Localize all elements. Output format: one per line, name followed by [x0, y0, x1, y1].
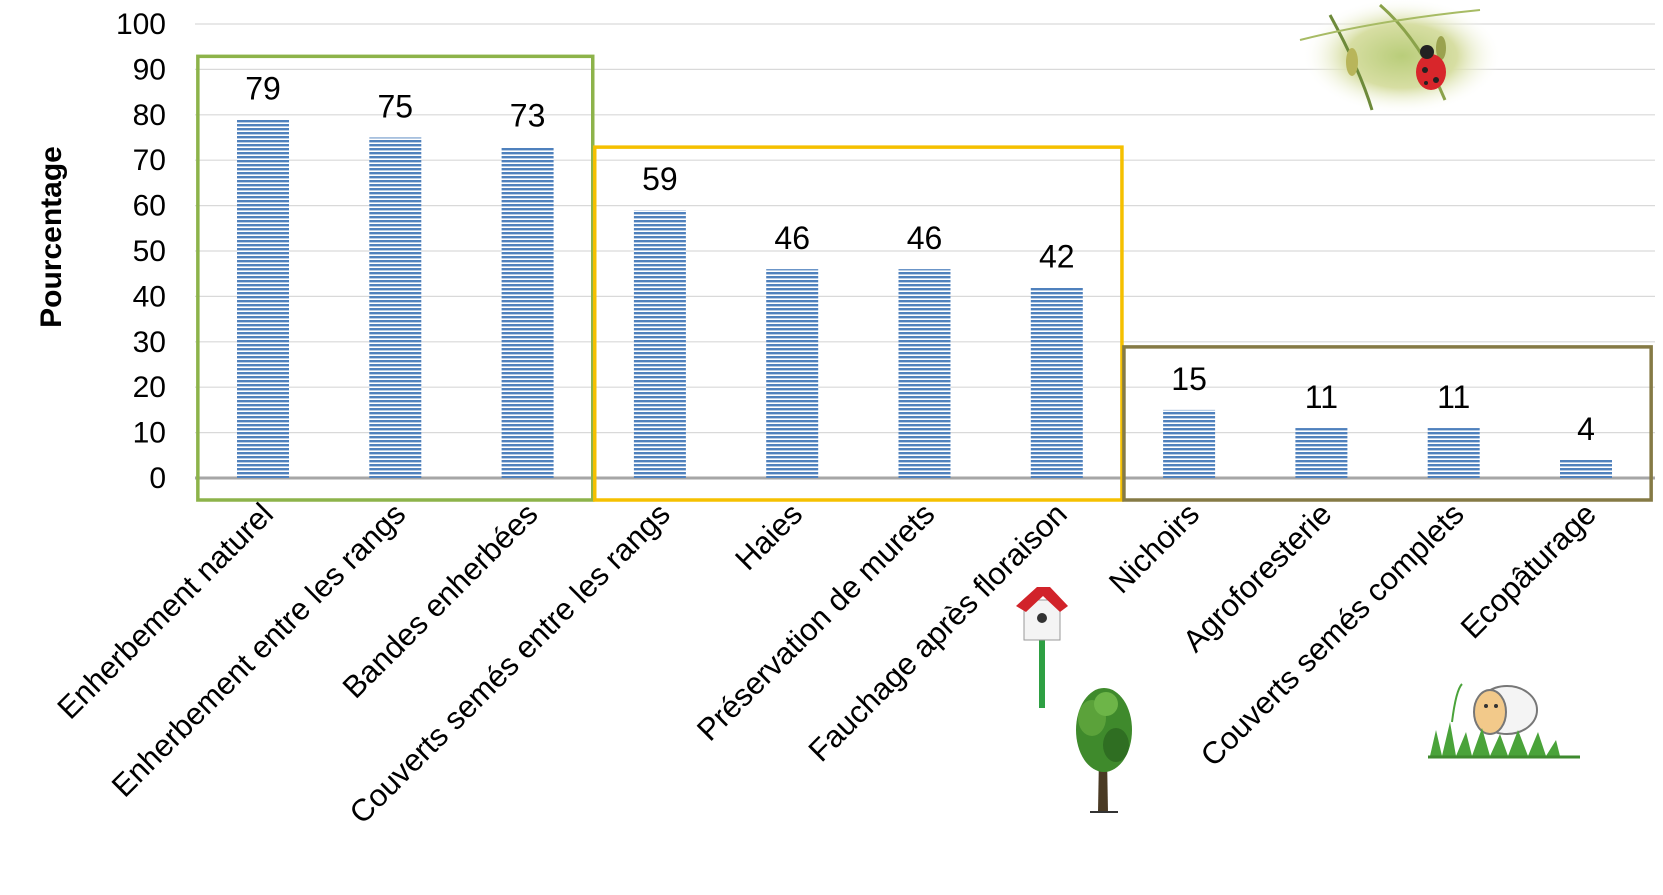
bar [1427, 428, 1480, 478]
y-tick-label: 70 [133, 144, 166, 177]
data-label: 15 [1171, 361, 1207, 397]
y-axis-title: Pourcentage [35, 146, 68, 328]
data-label: 11 [1437, 379, 1470, 415]
bar [633, 210, 686, 478]
data-label: 11 [1305, 379, 1338, 415]
bars [237, 119, 1612, 478]
bar [1163, 409, 1216, 478]
sheep-icon [1428, 683, 1580, 759]
y-tick-labels: 0 10 20 30 40 50 60 70 80 90 100 [116, 8, 166, 495]
data-label: 59 [642, 161, 678, 197]
group-boxes [196, 54, 1653, 502]
data-label: 79 [245, 70, 281, 106]
data-label: 46 [907, 220, 943, 256]
category-label: Nichoirs [1102, 496, 1206, 600]
category-label: Préservation de murets [690, 496, 941, 747]
tree-icon [1076, 688, 1132, 813]
bar [369, 137, 422, 478]
bar [766, 269, 819, 478]
y-tick-label: 20 [133, 371, 166, 404]
group-box [1122, 345, 1653, 502]
bar [898, 269, 951, 478]
data-label: 73 [510, 98, 546, 134]
ladybug-photo [1299, 0, 1502, 114]
category-label: Haies [728, 496, 809, 577]
y-tick-label: 100 [116, 8, 166, 41]
y-tick-label: 30 [133, 326, 166, 359]
category-label: Couverts semés complets [1194, 496, 1471, 773]
group-box [593, 145, 1124, 502]
data-label: 42 [1039, 238, 1075, 274]
data-labels: 79 75 73 59 46 46 42 15 11 11 4 [245, 70, 1595, 447]
data-label: 4 [1577, 411, 1595, 447]
y-tick-label: 50 [133, 235, 166, 268]
y-tick-label: 10 [133, 417, 166, 450]
category-label: Ecopâturage [1454, 496, 1603, 645]
data-label: 46 [774, 220, 810, 256]
birdhouse-icon [1016, 587, 1068, 708]
y-tick-label: 80 [133, 99, 166, 132]
y-tick-label: 0 [149, 462, 166, 495]
bar [1560, 459, 1612, 478]
group-box [196, 54, 595, 502]
bar [1295, 428, 1348, 478]
bar [501, 146, 554, 478]
data-label: 75 [378, 89, 414, 125]
category-label: Enherbement naturel [50, 496, 279, 725]
y-tick-label: 40 [133, 280, 166, 313]
bar [1030, 287, 1083, 478]
y-tick-label: 90 [133, 53, 166, 86]
bar [237, 119, 289, 478]
y-tick-label: 60 [133, 190, 166, 223]
